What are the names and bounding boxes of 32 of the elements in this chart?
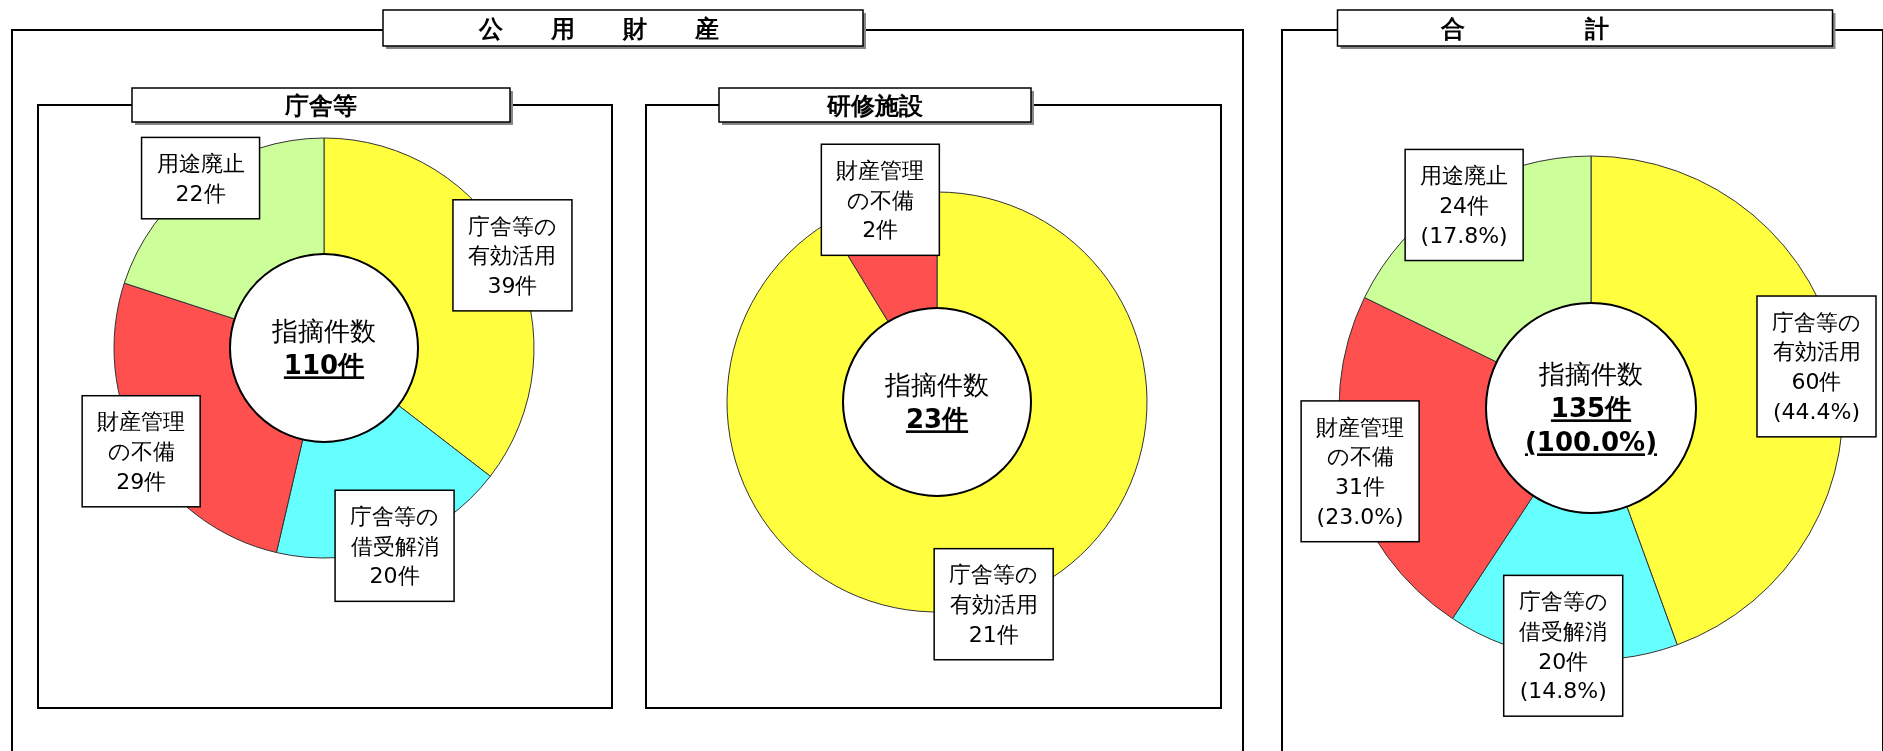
data-label: 2件 [862,217,899,243]
text: (100.0%) [1524,427,1658,458]
text: 135件 [1550,393,1632,424]
chart-title: 合計 [1440,14,1729,43]
data-label: 20件 (14.8%) [1519,648,1607,704]
slice-label: 財産管理の不備 [836,158,925,213]
text: 指摘件数 [884,370,989,401]
data-label: 21件 [968,621,1019,647]
text: 指摘件数 [271,316,376,347]
slice-label: 庁舎等の有効活用 [949,562,1039,618]
slice-label: 財産管理の不備 [97,409,186,465]
text: 110件 [283,350,365,381]
donut-slice [726,191,1148,613]
data-label: 22件 [175,180,226,206]
chart-title: 庁舎等 [284,91,357,120]
data-label: 20件 [369,563,420,589]
text: 23件 [905,404,969,435]
slice-label: 財産管理の不備 [1316,414,1405,470]
slice-label: 用途廃止 [1420,163,1509,189]
slice-label: 庁舎等の借受解消 [350,504,440,559]
slice-label: 庁舎等の有効活用 [467,213,557,269]
slice-label: 庁舎等の借受解消 [1518,589,1608,644]
chart-title: 研修施設 [826,91,924,120]
slice-label: 用途廃止 [156,151,245,177]
data-label: 24件 (17.8%) [1420,192,1508,248]
data-label: 31件 (23.0%) [1316,474,1404,529]
slice-label: 庁舎等の有効活用 [1772,309,1861,365]
data-label: 29件 [116,468,167,494]
data-label: 60件 (44.4%) [1772,369,1861,424]
text: 指摘件数 [1538,359,1643,390]
text: 公用財産 [478,14,767,43]
data-label: 39件 [487,272,538,298]
